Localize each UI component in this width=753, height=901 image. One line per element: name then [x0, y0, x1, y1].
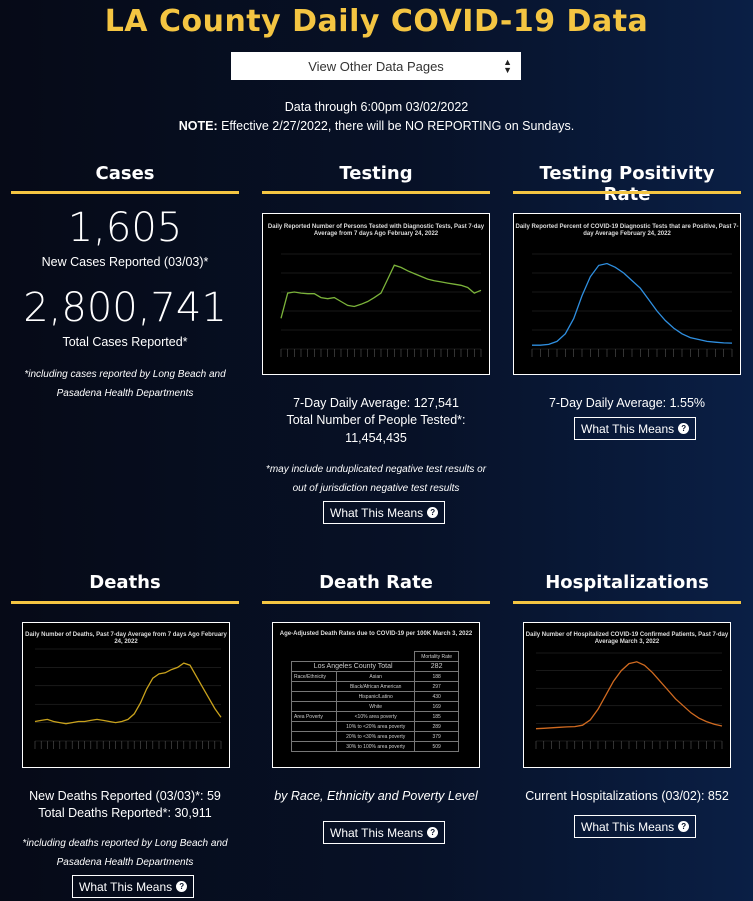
table-row-label: 30% to 100% area poverty	[336, 741, 416, 752]
table-row-label: Asian	[336, 671, 416, 682]
hospitalizations-button-label: What This Means	[581, 819, 675, 834]
hospitalizations-rule	[513, 601, 741, 604]
death-rate-chart: Age-Adjusted Death Rates due to COVID-19…	[272, 622, 480, 768]
positivity-avg: 7-Day Daily Average: 1.55%	[548, 396, 706, 410]
testing-chart-title: Daily Reported Number of Persons Tested …	[267, 224, 485, 237]
death-rate-rule	[262, 601, 490, 604]
deaths-what-this-means-button[interactable]: What This Means?	[72, 875, 195, 898]
death-rate-chart-title: Age-Adjusted Death Rates due to COVID-19…	[279, 631, 473, 637]
testing-series-line	[280, 264, 482, 319]
table-row-value: 297	[414, 681, 459, 692]
deaths-rule	[11, 601, 239, 604]
data-through-text: Data through 6:00pm 03/02/2022	[284, 100, 469, 114]
deaths-heading: Deaths	[89, 572, 161, 593]
total-cases-value: 2,800,741	[23, 285, 227, 331]
table-row-value: 185	[414, 711, 459, 722]
page-title: LA County Daily COVID-19 Data	[104, 4, 649, 39]
race-group-label: Race/Ethnicity	[290, 671, 338, 682]
positivity-button-label: What This Means	[581, 421, 675, 436]
data-pages-select[interactable]: View Other Data Pages ▲ ▼	[231, 52, 521, 80]
table-row-value: 289	[414, 721, 459, 732]
death-rate-button-label: What This Means	[330, 825, 424, 840]
hospitalizations-chart-title: Daily Number of Hospitalized COVID-19 Co…	[525, 632, 729, 645]
testing-chart: Daily Reported Number of Persons Tested …	[262, 213, 490, 375]
total-cases-label: Total Cases Reported*	[62, 335, 188, 349]
testing-total-label: Total Number of People Tested*:	[286, 413, 466, 427]
hospitalizations-heading: Hospitalizations	[545, 572, 709, 593]
deaths-series-line	[34, 662, 222, 725]
death-rate-heading: Death Rate	[319, 572, 433, 593]
question-icon: ?	[678, 821, 690, 832]
new-cases-label: New Cases Reported (03/03)*	[41, 255, 209, 269]
testing-what-this-means-button[interactable]: What This Means?	[323, 501, 446, 524]
testing-avg: 7-Day Daily Average: 127,541	[293, 396, 459, 410]
testing-footnote: *may include unduplicated negative test …	[265, 464, 487, 494]
select-caret-icon: ▲ ▼	[503, 57, 512, 75]
deaths-chart-title: Daily Number of Deaths, Past 7-day Avera…	[25, 632, 227, 645]
note-label: NOTE:	[178, 119, 218, 133]
question-icon: ?	[678, 423, 690, 434]
hospitalizations-what-this-means-button[interactable]: What This Means?	[574, 815, 697, 838]
table-row-value: 430	[414, 691, 459, 702]
hospitalizations-series-line	[535, 661, 723, 730]
question-icon: ?	[427, 507, 439, 518]
table-row-value: 509	[414, 741, 459, 752]
deaths-footnote: *including deaths reported by Long Beach…	[22, 838, 228, 868]
testing-button-label: What This Means	[330, 505, 424, 520]
question-icon: ?	[427, 827, 439, 838]
county-total-label: Los Angeles County Total	[290, 661, 416, 672]
table-row-label: Hispanic/Latino	[336, 691, 416, 702]
table-row-label: 10% to <20% area poverty	[336, 721, 416, 732]
positivity-series-line	[532, 262, 733, 346]
cases-rule	[11, 191, 239, 194]
table-row-label: Black/African American	[336, 681, 416, 692]
reporting-note: NOTE: Effective 2/27/2022, there will be…	[0, 119, 753, 133]
testing-total: 11,454,435	[345, 431, 407, 445]
new-cases-value: 1,605	[67, 205, 183, 251]
positivity-chart-svg	[531, 253, 733, 357]
deaths-chart-svg	[34, 648, 222, 749]
deaths-chart: Daily Number of Deaths, Past 7-day Avera…	[22, 622, 230, 768]
table-row-value: 188	[414, 671, 459, 682]
positivity-what-this-means-button[interactable]: What This Means?	[574, 417, 697, 440]
current-hospitalizations: Current Hospitalizations (03/02): 852	[525, 789, 729, 803]
positivity-rule	[513, 191, 741, 194]
table-row-value: 379	[414, 731, 459, 742]
positivity-heading: Testing Positivity Rate	[539, 163, 715, 205]
deaths-button-label: What This Means	[79, 879, 173, 894]
positivity-chart: Daily Reported Percent of COVID-19 Diagn…	[513, 213, 741, 375]
death-rate-table: Mortality Rate Los Angeles County Total 2…	[290, 651, 459, 752]
total-deaths: Total Deaths Reported*: 30,911	[38, 806, 212, 820]
note-text: Effective 2/27/2022, there will be NO RE…	[217, 119, 575, 133]
testing-chart-svg	[280, 253, 482, 357]
death-rate-what-this-means-button[interactable]: What This Means?	[323, 821, 446, 844]
hospitalizations-chart-svg	[535, 652, 723, 749]
table-row-label: 20% to <30% area poverty	[336, 731, 416, 742]
county-total-value: 282	[414, 661, 459, 672]
testing-heading: Testing	[339, 163, 413, 184]
death-rate-caption: by Race, Ethnicity and Poverty Level	[274, 789, 478, 803]
mortality-rate-header: Mortality Rate	[414, 651, 459, 662]
table-row-value: 169	[414, 701, 459, 712]
positivity-chart-title: Daily Reported Percent of COVID-19 Diagn…	[515, 224, 739, 237]
testing-rule	[262, 191, 490, 194]
hospitalizations-chart: Daily Number of Hospitalized COVID-19 Co…	[523, 622, 731, 768]
question-icon: ?	[176, 881, 188, 892]
cases-heading: Cases	[95, 163, 155, 184]
new-deaths: New Deaths Reported (03/03)*: 59	[29, 789, 221, 803]
table-row-label: <10% area poverty	[336, 711, 416, 722]
poverty-group-label: Area Poverty	[290, 711, 338, 722]
cases-footnote: *including cases reported by Long Beach …	[24, 369, 226, 399]
table-row-label: White	[336, 701, 416, 712]
data-pages-select-label: View Other Data Pages	[308, 58, 444, 74]
